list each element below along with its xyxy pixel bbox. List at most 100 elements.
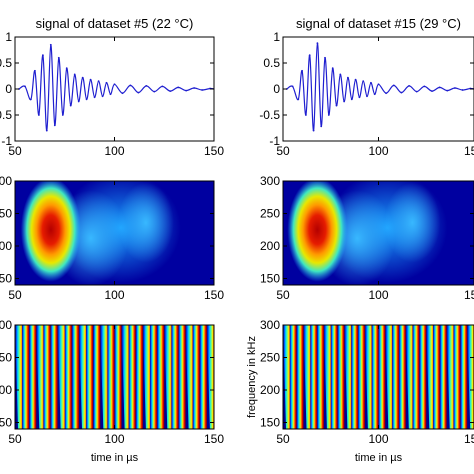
y-tick-label: 250 — [260, 351, 280, 365]
y-tick-label: 250 — [0, 351, 12, 365]
y-tick-label: 0 — [273, 82, 280, 96]
signal-point — [370, 81, 372, 84]
phase-band — [114, 325, 122, 429]
y-tick-label: 1 — [273, 30, 280, 44]
signal-point — [377, 83, 380, 86]
x-tick-label: 50 — [276, 144, 290, 158]
phase-band — [433, 325, 440, 429]
signal-point — [454, 87, 456, 89]
panel-1: 50 100 150 1 0.5 0 -0.5 -1 signal of dataset #5 … — [0, 16, 224, 158]
signal-point — [335, 104, 338, 107]
phase-band — [22, 325, 30, 429]
x-tick-label: 50 — [8, 288, 22, 302]
signal-point — [316, 42, 319, 45]
signal-point — [109, 93, 112, 96]
phase-band — [296, 325, 304, 429]
signal-point — [366, 95, 368, 98]
signal-point — [61, 114, 64, 116]
phase-band — [358, 325, 365, 429]
phase-band — [439, 325, 447, 429]
signal-point — [24, 85, 26, 88]
signal-point — [373, 93, 376, 96]
phase-band — [29, 325, 37, 429]
phase-band — [86, 325, 94, 429]
y-tick-label: 150 — [260, 416, 280, 430]
y-tick-label: 150 — [0, 416, 12, 430]
signal-point — [101, 95, 104, 98]
x-tick-label: 150 — [464, 432, 474, 446]
y-tick-label: 150 — [0, 272, 12, 286]
phase-band — [107, 325, 115, 429]
signal-point — [73, 73, 76, 76]
phase-band — [351, 325, 358, 429]
phase-band — [467, 325, 474, 429]
phase-band — [289, 325, 297, 429]
phase-band — [453, 325, 461, 429]
y-tick-label: 150 — [260, 272, 280, 286]
x-tick-label: 50 — [276, 288, 290, 302]
signal-point — [137, 91, 140, 94]
signal-point — [291, 85, 294, 88]
phase-band — [419, 325, 427, 429]
x-tick-label: 50 — [8, 144, 22, 158]
signal-point — [305, 114, 307, 116]
signal-point — [53, 124, 56, 127]
phase-band — [412, 325, 420, 429]
signal-point — [408, 85, 410, 87]
phase-band — [399, 325, 406, 429]
signal-point — [177, 86, 180, 89]
signal-point — [81, 76, 84, 79]
signal-point — [320, 125, 323, 128]
phase-band — [43, 325, 51, 429]
signal-point — [446, 89, 449, 92]
signal-point — [121, 92, 124, 95]
signal-point — [129, 84, 132, 87]
signal-point — [85, 98, 88, 101]
x-tick-label: 150 — [464, 144, 474, 158]
signal-point — [105, 81, 108, 84]
signal-point — [145, 85, 148, 87]
y-tick-label: 200 — [260, 239, 280, 253]
signal-point — [354, 78, 357, 81]
energy-peak — [20, 181, 81, 282]
x-tick-label: 150 — [204, 288, 224, 302]
x-tick-label: 150 — [204, 432, 224, 446]
panel-6: 50 100 150 300 250 200 150 time in µs frequency … — [246, 318, 474, 464]
y-tick-label: -1 — [269, 134, 280, 148]
phase-band — [199, 325, 207, 429]
y-tick-label: 200 — [260, 383, 280, 397]
x-tick-label: 100 — [368, 288, 388, 302]
phase-band — [178, 325, 186, 429]
x-tick-label: 150 — [204, 144, 224, 158]
x-tick-label: 100 — [104, 288, 124, 302]
signal-point — [45, 129, 48, 132]
y-tick-label: 200 — [0, 239, 12, 253]
signal-point — [385, 92, 387, 95]
signal-point — [423, 85, 426, 88]
panel-5: 50 100 150 300 250 200 150 time in µs — [0, 318, 224, 464]
y-tick-label: 300 — [260, 174, 280, 188]
phase-band — [50, 325, 58, 429]
x-tick-label: 100 — [104, 432, 124, 446]
energy-peak — [287, 181, 348, 282]
signal-point — [350, 98, 353, 101]
chart-title: signal of dataset #5 (22 °C) — [36, 16, 194, 31]
signal-point — [308, 54, 311, 57]
y-tick-label: 200 — [0, 383, 12, 397]
signal-point — [327, 114, 330, 116]
signal-point — [301, 69, 303, 72]
phase-band — [337, 325, 345, 429]
signal-point — [57, 56, 60, 59]
signal-point — [161, 85, 164, 88]
x-axis-label: time in µs — [91, 452, 139, 464]
panel-2: 50 100 150 1 0.5 0 -0.5 -1 signal of dataset #15… — [259, 16, 474, 158]
signal-point — [49, 43, 52, 46]
phase-band — [206, 325, 214, 429]
phase-band — [378, 325, 386, 429]
signal-point — [113, 83, 116, 86]
plot-area — [15, 37, 214, 141]
x-axis-label: time in µs — [355, 452, 403, 464]
signal-point — [461, 89, 464, 91]
y-tick-label: -0.5 — [0, 108, 12, 122]
signal-point — [38, 114, 40, 116]
